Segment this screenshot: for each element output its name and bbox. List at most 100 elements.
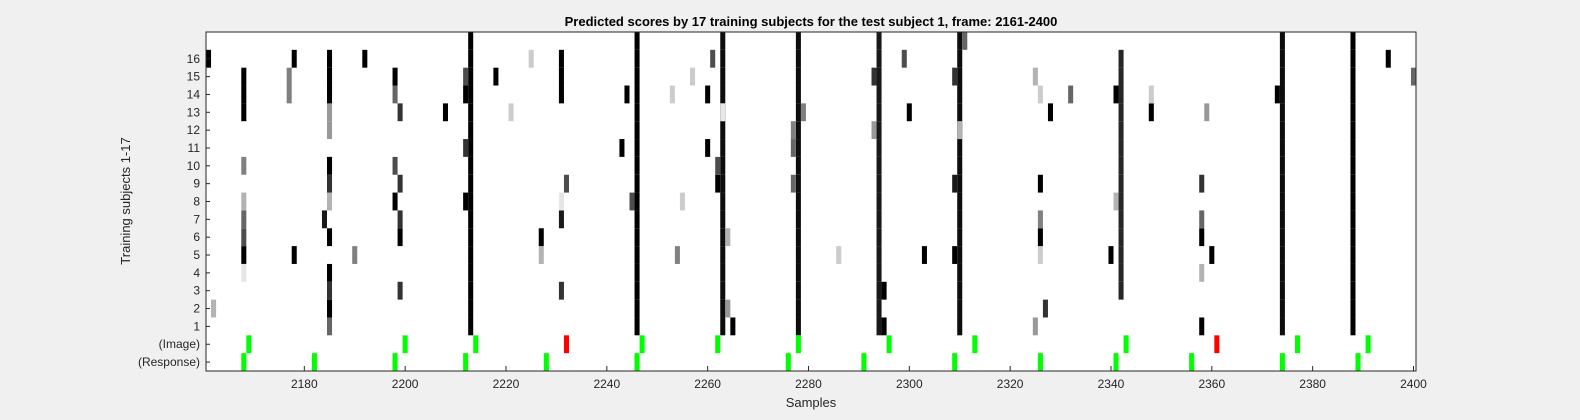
score-cell <box>730 317 736 336</box>
image-marker-hit <box>639 335 645 354</box>
x-tick-label: 2240 <box>593 377 620 391</box>
score-cell <box>1118 281 1124 300</box>
response-marker <box>785 353 791 371</box>
score-cell <box>1410 67 1416 86</box>
score-cell <box>392 156 398 175</box>
image-marker-miss <box>563 335 569 354</box>
score-cell <box>1385 49 1391 68</box>
image-marker-hit <box>246 335 252 354</box>
score-cell <box>720 85 726 104</box>
score-cell <box>876 139 882 157</box>
score-cell <box>397 281 403 300</box>
score-cell <box>1148 103 1154 122</box>
score-cell <box>1279 192 1285 211</box>
score-cell <box>876 174 882 193</box>
score-cell <box>690 67 696 86</box>
score-cell <box>795 174 801 193</box>
score-cell <box>634 156 640 175</box>
score-cell <box>1350 85 1356 104</box>
y-tick-label: 15 <box>187 70 201 84</box>
x-tick-label: 2340 <box>1098 377 1125 391</box>
score-cell <box>720 121 726 140</box>
y-tick-label: 5 <box>193 248 200 262</box>
score-cell <box>795 192 801 211</box>
score-cell <box>1279 32 1285 50</box>
score-cell <box>1279 67 1285 86</box>
score-cell <box>795 139 801 157</box>
score-cell <box>397 210 403 229</box>
score-cell <box>468 246 474 264</box>
score-cell <box>468 263 474 282</box>
score-cell <box>669 85 675 104</box>
score-cell <box>836 246 842 264</box>
x-tick-label: 2380 <box>1299 377 1326 391</box>
score-cell <box>957 299 963 318</box>
score-cell <box>1118 263 1124 282</box>
score-cell <box>538 246 544 264</box>
score-cell <box>957 281 963 300</box>
score-cell <box>1350 121 1356 140</box>
score-cell <box>624 85 630 104</box>
score-cell <box>1279 85 1285 104</box>
score-cell <box>720 103 726 122</box>
score-cell <box>558 67 564 86</box>
response-marker <box>463 353 469 371</box>
score-cell <box>327 192 333 211</box>
x-tick-label: 2260 <box>694 377 721 391</box>
score-cell <box>634 263 640 282</box>
response-marker <box>241 353 247 371</box>
image-marker-hit <box>715 335 721 354</box>
score-cell <box>876 121 882 140</box>
score-cell <box>1047 103 1053 122</box>
score-cell <box>634 210 640 229</box>
score-cell <box>1108 246 1114 264</box>
score-cell <box>1118 121 1124 140</box>
response-marker <box>1279 353 1285 371</box>
score-cell <box>1274 85 1280 104</box>
score-cell <box>957 156 963 175</box>
score-cell <box>952 67 958 86</box>
score-cell <box>538 228 544 247</box>
y-tick-label: 16 <box>187 52 201 66</box>
response-marker <box>1113 353 1119 371</box>
response-marker <box>543 353 549 371</box>
heatmap-cells <box>206 32 1416 371</box>
score-cell <box>957 67 963 86</box>
score-cell <box>1204 103 1210 122</box>
score-cell <box>957 228 963 247</box>
score-cell <box>241 103 247 122</box>
score-cell <box>725 299 731 318</box>
score-cell <box>634 67 640 86</box>
x-tick-label: 2400 <box>1400 377 1427 391</box>
score-cell <box>327 103 333 122</box>
y-tick-label: 1 <box>193 319 200 333</box>
score-cell <box>1279 246 1285 264</box>
score-cell <box>921 246 927 264</box>
score-cell <box>720 139 726 157</box>
score-cell <box>720 317 726 336</box>
score-cell <box>241 67 247 86</box>
score-cell <box>871 67 877 86</box>
score-cell <box>1148 85 1154 104</box>
score-cell <box>1279 49 1285 68</box>
response-marker <box>952 353 958 371</box>
y-tick-label: 14 <box>187 87 201 101</box>
score-cell <box>876 317 882 336</box>
score-cell <box>720 299 726 318</box>
score-cell <box>705 139 711 157</box>
score-cell <box>957 246 963 264</box>
score-cell <box>468 32 474 50</box>
score-cell <box>468 85 474 104</box>
score-cell <box>1350 103 1356 122</box>
score-cell <box>634 281 640 300</box>
score-cell <box>871 121 877 140</box>
score-cell <box>463 67 469 86</box>
score-cell <box>362 49 368 68</box>
score-cell <box>634 32 640 50</box>
score-cell <box>876 299 882 318</box>
score-cell <box>468 174 474 193</box>
score-cell <box>463 192 469 211</box>
score-cell <box>715 174 721 193</box>
score-cell <box>558 281 564 300</box>
